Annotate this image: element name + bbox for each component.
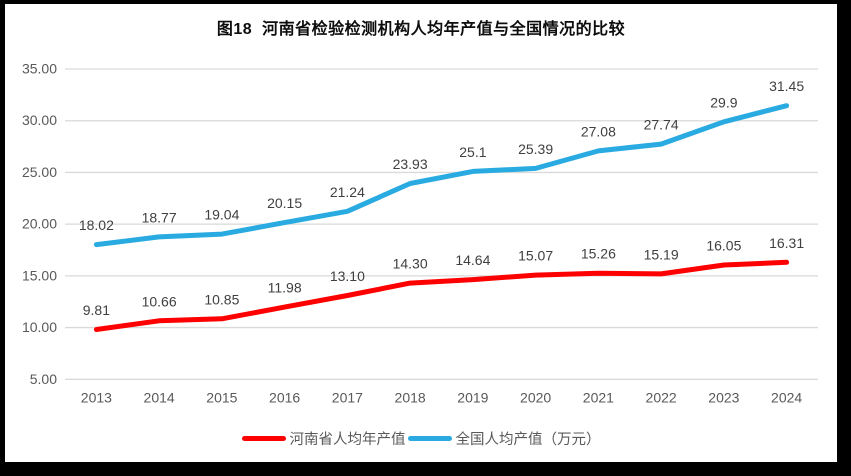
x-tick-label: 2015: [206, 390, 237, 406]
data-label-series-1: 25.1: [459, 144, 486, 160]
legend-line-swatch-0: [241, 436, 286, 441]
series-line-1: [93, 103, 790, 248]
data-label-series-0: 9.81: [83, 302, 110, 318]
series-line-0: [93, 259, 790, 332]
data-label-series-0: 10.85: [204, 291, 239, 307]
y-tick-label: 15.00: [22, 267, 57, 283]
y-tick-label: 35.00: [22, 61, 57, 77]
y-tick-label: 25.00: [22, 164, 57, 180]
data-label-series-1: 27.74: [644, 117, 679, 133]
data-label-series-1: 18.77: [142, 209, 177, 225]
x-tick-label: 2020: [520, 390, 551, 406]
x-tick-label: 2018: [395, 390, 426, 406]
data-label-series-1: 21.24: [330, 184, 365, 200]
legend-item-1: 全国人均产值（万元）: [407, 428, 601, 449]
legend: 河南省人均年产值 全国人均产值（万元）: [5, 428, 837, 449]
y-tick-label: 30.00: [22, 112, 57, 128]
x-tick-label: 2016: [269, 390, 300, 406]
x-tick-label: 2013: [81, 390, 112, 406]
data-label-series-1: 18.02: [79, 217, 114, 233]
data-label-series-1: 29.9: [710, 94, 737, 110]
data-label-series-0: 11.98: [268, 280, 302, 296]
y-tick-label: 10.00: [22, 319, 57, 335]
x-tick-label: 2021: [583, 390, 614, 406]
data-label-series-0: 15.26: [581, 246, 616, 262]
data-label-series-0: 15.19: [644, 246, 679, 262]
x-tick-label: 2024: [771, 390, 802, 406]
data-label-series-0: 16.31: [769, 235, 804, 251]
y-tick-label: 5.00: [30, 371, 57, 387]
x-tick-label: 2019: [457, 390, 488, 406]
data-label-series-0: 13.10: [330, 268, 365, 284]
x-tick-label: 2022: [646, 390, 677, 406]
data-label-series-0: 16.05: [706, 238, 741, 254]
data-label-series-0: 14.30: [393, 256, 428, 272]
data-label-series-1: 27.08: [581, 123, 616, 139]
data-label-series-1: 31.45: [769, 78, 804, 94]
line-chart-plot-area: 5.00 10.00 15.00 20.00 25.00 30.00 35.00 2013 20…: [22, 61, 818, 406]
x-tick-label: 2014: [144, 390, 175, 406]
data-label-series-1: 25.39: [518, 141, 553, 157]
chart-surface: 图18 河南省检验检测机构人均年产值与全国情况的比较 5.00 10.00 15.0…: [5, 4, 837, 462]
data-label-series-1: 20.15: [267, 195, 302, 211]
data-label-series-0: 14.64: [455, 252, 490, 268]
legend-line-swatch-1: [407, 436, 452, 441]
data-label-series-1: 23.93: [393, 156, 428, 172]
legend-label-0: 河南省人均年产值: [289, 432, 406, 448]
data-label-series-0: 10.66: [142, 293, 177, 309]
chart-title: 图18 河南省检验检测机构人均年产值与全国情况的比较: [216, 21, 626, 38]
legend-label-1: 全国人均产值（万元）: [455, 432, 601, 448]
x-tick-label: 2017: [332, 390, 363, 406]
data-label-series-0: 15.07: [518, 248, 553, 264]
y-tick-label: 20.00: [22, 216, 57, 232]
legend-item-0: 河南省人均年产值: [241, 428, 406, 449]
data-label-series-1: 19.04: [204, 207, 239, 223]
x-tick-label: 2023: [708, 390, 739, 406]
